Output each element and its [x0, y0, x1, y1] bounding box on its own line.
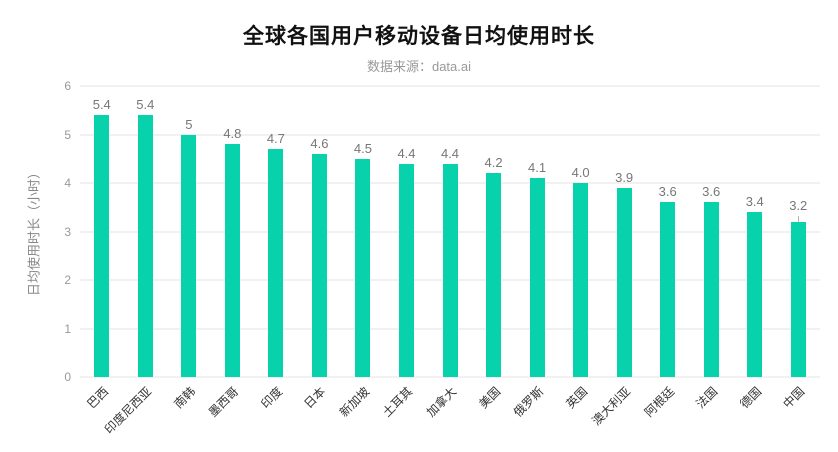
chart-subtitle: 数据来源：data.ai [366, 59, 472, 74]
gridline [80, 85, 820, 87]
x-axis-label: 法国 [693, 384, 721, 412]
bar-group: 4.4 加拿大 [424, 86, 472, 420]
gridline [80, 134, 820, 135]
x-axis-label: 俄罗斯 [510, 384, 547, 420]
bar [311, 153, 327, 377]
bar [486, 173, 502, 377]
bar-value-label: 3.6 [702, 184, 721, 200]
bar-group: 4.4 土耳其 [380, 86, 429, 420]
bar [529, 178, 545, 377]
chart-title: 全球各国用户移动设备日均使用时长 [243, 25, 595, 48]
bar-value-label: 4.5 [353, 140, 372, 156]
bar-value-label: 4.0 [571, 165, 590, 180]
bar-group: 5 南韩 [167, 86, 211, 412]
x-axis-label: 新加坡 [336, 384, 373, 420]
bar [573, 183, 589, 377]
x-axis-label: 英国 [562, 384, 590, 412]
bar-group: 3.2 中国 [777, 86, 821, 411]
bar [224, 144, 240, 377]
bar-value-label: 4.8 [223, 126, 242, 142]
bar-value-label: 4.4 [440, 145, 460, 161]
bar [398, 163, 414, 377]
y-tick-label: 2 [64, 273, 71, 287]
x-axis-label: 土耳其 [380, 384, 416, 420]
x-axis-label: 墨西哥 [206, 384, 242, 420]
bar-value-label: 4.4 [397, 145, 416, 161]
bar-value-label: 4.6 [310, 135, 329, 151]
bar-group: 4.8 墨西哥 [206, 86, 255, 419]
bar-value-label: 5.4 [92, 97, 111, 113]
bar [181, 134, 197, 377]
x-axis-label: 中国 [780, 384, 808, 412]
bar-group: 4.7 印度 [254, 86, 298, 411]
y-tick-label: 0 [64, 370, 71, 384]
bar-group: 3.6 法国 [689, 86, 733, 411]
bar-group: 4.2 美国 [472, 86, 516, 411]
y-tick-label: 3 [64, 224, 71, 239]
y-axis-title: 日均使用时长（小时） [26, 165, 42, 297]
x-axis-label: 美国 [475, 384, 503, 412]
bar [268, 149, 284, 377]
y-tick-label: 1 [64, 321, 71, 336]
bar-group: 4.0 英国 [559, 86, 603, 411]
y-tick-label: 5 [64, 127, 71, 142]
bar-value-label: 5.4 [136, 97, 155, 113]
x-axis-label: 加拿大 [423, 384, 460, 420]
y-tick-label: 4 [64, 176, 71, 190]
bar-value-label: 3.4 [745, 194, 764, 210]
bar-group: 3.9 澳大利亚 [589, 86, 646, 428]
y-tick-label: 6 [64, 79, 71, 93]
x-axis-label: 印度 [258, 384, 286, 412]
bar-value-label: 3.6 [658, 184, 677, 200]
x-axis-label: 南韩 [171, 384, 199, 412]
bar [616, 187, 632, 377]
bars-row: 5.4 巴西 5.4 印度尼西亚 5 南韩 4.8 墨西哥 4.7 印度 4.6 日本 4.5 新加坡 4.… [80, 86, 821, 437]
bar-value-label: 4.1 [528, 160, 547, 176]
bar [747, 212, 763, 377]
bar-group: 4.1 俄罗斯 [511, 86, 559, 420]
bar-group: 4.5 新加坡 [337, 86, 385, 420]
bar [703, 202, 719, 377]
x-axis-label: 阿根廷 [641, 384, 677, 420]
x-axis-label: 日本 [301, 384, 329, 412]
bar-value-label: 3.9 [615, 169, 634, 185]
bar-group: 3.6 阿根廷 [641, 86, 690, 419]
plot-area: 0 1 2 3 4 5 6 5.4 巴西 5.4 印度尼西亚 5 南韩 4.8 墨西哥 4.7 印度 4.6 日本… [64, 80, 821, 437]
x-axis-label: 德国 [737, 384, 764, 412]
bar-value-label: 5 [185, 116, 193, 132]
x-axis-label: 澳大利亚 [589, 384, 634, 429]
bar-value-label: 4.7 [266, 131, 285, 147]
bar-group: 5.4 巴西 [80, 86, 124, 411]
bar [137, 115, 153, 377]
x-axis-label: 巴西 [84, 384, 111, 412]
bar-value-label: 3.2 [789, 197, 808, 213]
bar [94, 115, 110, 377]
bar-group: 5.4 印度尼西亚 [102, 86, 168, 437]
bar-value-label: 4.2 [484, 155, 503, 171]
label-leader-line [797, 215, 799, 222]
bar-group: 3.4 德国 [733, 86, 777, 411]
bar [355, 158, 371, 377]
bar [660, 202, 676, 377]
bar [442, 163, 458, 377]
bar-group: 4.6 日本 [298, 86, 342, 411]
bar [790, 221, 806, 377]
gridline [80, 376, 820, 378]
